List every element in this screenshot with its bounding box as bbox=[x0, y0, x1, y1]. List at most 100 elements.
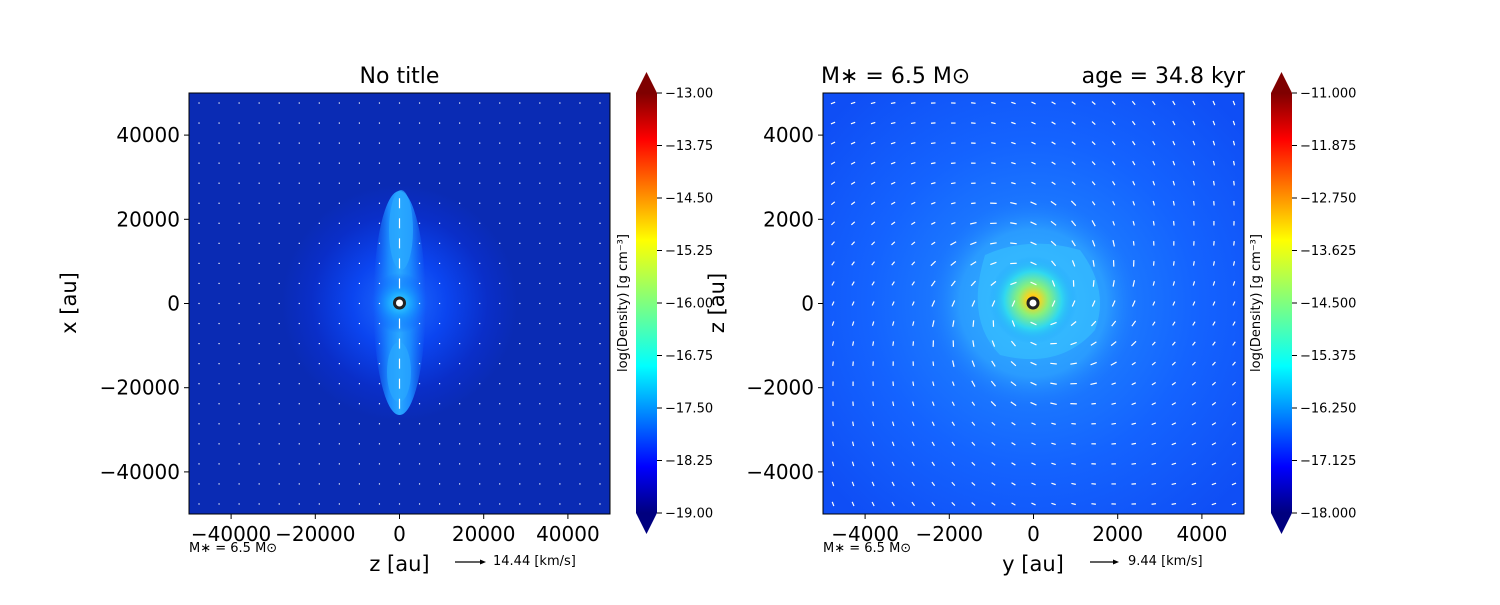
quiver-key: 9.44 [km/s] bbox=[1090, 554, 1203, 569]
colorbar-label: log(Density) [g cm⁻³] bbox=[616, 234, 631, 372]
x-tick-label: 4000 bbox=[1176, 522, 1227, 546]
quiver-key: 14.44 [km/s] bbox=[455, 554, 576, 569]
velocity-arrow bbox=[1152, 484, 1156, 485]
y-tick-label: 40000 bbox=[116, 123, 180, 147]
colorbar-tick-label: −14.50 bbox=[665, 192, 713, 207]
velocity-arrow bbox=[1091, 403, 1095, 404]
x-axis-label: y [au] bbox=[1002, 552, 1064, 576]
velocity-arrow bbox=[833, 442, 834, 446]
velocity-arrow bbox=[1133, 241, 1134, 245]
colorbar-tick-label: −13.00 bbox=[665, 87, 713, 102]
colorbar-tick-label: −19.00 bbox=[665, 507, 713, 522]
y-tick-label: 4000 bbox=[763, 123, 814, 147]
velocity-arrow bbox=[1091, 504, 1095, 505]
colorbar-tick-label: −15.375 bbox=[1300, 349, 1356, 364]
x-tick-label: 40000 bbox=[536, 522, 600, 546]
colorbar-tick-label: −15.25 bbox=[665, 244, 713, 259]
colorbar-tick-label: −13.75 bbox=[665, 139, 713, 154]
velocity-arrow bbox=[893, 341, 894, 345]
y-tick-label: 20000 bbox=[116, 207, 180, 231]
outflow-lower bbox=[387, 342, 411, 402]
y-axis-label: z [au] bbox=[705, 273, 729, 333]
velocity-arrow bbox=[873, 402, 874, 406]
colorbar-extend-max bbox=[1271, 72, 1292, 93]
velocity-arrow bbox=[971, 103, 975, 104]
colorbar-extend-max bbox=[636, 72, 657, 93]
velocity-arrow bbox=[1234, 181, 1235, 185]
velocity-arrow bbox=[1193, 261, 1194, 265]
velocity-arrow bbox=[1071, 444, 1075, 445]
x-tick-label: 2000 bbox=[1092, 522, 1143, 546]
x-tick-label: −20000 bbox=[275, 522, 355, 546]
colorbar-tick-label: −17.125 bbox=[1300, 454, 1356, 469]
panel-title-right: age = 34.8 kyr bbox=[1082, 64, 1246, 89]
colorbar-tick-label: −18.000 bbox=[1300, 507, 1356, 522]
velocity-arrow bbox=[1174, 261, 1175, 265]
velocity-arrow bbox=[973, 320, 974, 326]
colorbar-extend-min bbox=[1271, 513, 1292, 534]
y-tick-label: −40000 bbox=[100, 460, 180, 484]
quiver-key-arrowhead bbox=[1113, 560, 1119, 565]
colorbar-tick-label: −11.875 bbox=[1300, 139, 1356, 154]
x-tick-label: −2000 bbox=[915, 522, 983, 546]
velocity-arrow bbox=[951, 183, 955, 184]
velocity-arrow bbox=[1071, 463, 1075, 464]
x-tick-label: 0 bbox=[1027, 522, 1040, 546]
velocity-arrow bbox=[913, 381, 914, 385]
velocity-arrow bbox=[911, 103, 915, 104]
colorbar-label: log(Density) [g cm⁻³] bbox=[1249, 234, 1264, 372]
velocity-arrow bbox=[891, 103, 895, 104]
outflow-upper bbox=[389, 190, 413, 270]
colorbar-left: −13.00−13.75−14.50−15.25−16.00−16.75−17.… bbox=[616, 72, 713, 534]
sink-particle bbox=[395, 298, 405, 308]
colorbar-extend-min bbox=[636, 513, 657, 534]
panel-title: No title bbox=[360, 64, 440, 89]
colorbar-tick-label: −16.250 bbox=[1300, 402, 1356, 417]
velocity-arrow bbox=[933, 361, 934, 365]
velocity-arrow bbox=[1234, 241, 1235, 245]
colorbar-tick-label: −18.25 bbox=[665, 454, 713, 469]
quiver-key-label: 9.44 [km/s] bbox=[1128, 554, 1203, 569]
velocity-arrow bbox=[1152, 504, 1156, 505]
velocity-arrow bbox=[931, 143, 935, 144]
velocity-arrow bbox=[1093, 280, 1094, 286]
velocity-arrow bbox=[1132, 464, 1136, 465]
colorbar-tick-label: −11.000 bbox=[1300, 87, 1356, 102]
y-tick-label: −2000 bbox=[746, 376, 814, 400]
colorbar-gradient bbox=[636, 93, 657, 513]
y-tick-label: 0 bbox=[167, 292, 180, 316]
colorbar-tick-label: −14.500 bbox=[1300, 297, 1356, 312]
x-axis-label: z [au] bbox=[369, 552, 429, 576]
velocity-arrow bbox=[1194, 201, 1195, 205]
velocity-arrow bbox=[833, 422, 834, 426]
colorbar-tick-label: −13.625 bbox=[1300, 244, 1356, 259]
y-tick-label: 2000 bbox=[763, 207, 814, 231]
x-tick-label: 0 bbox=[393, 522, 406, 546]
mass-annotation: M∗ = 6.5 M⊙ bbox=[189, 541, 277, 556]
velocity-arrow bbox=[971, 203, 975, 204]
velocity-arrow bbox=[1111, 423, 1115, 424]
velocity-arrow bbox=[1153, 221, 1154, 225]
velocity-arrow bbox=[991, 143, 995, 144]
colorbar-tick-label: −16.75 bbox=[665, 349, 713, 364]
colorbar-gradient bbox=[1271, 93, 1292, 513]
x-tick-label: 20000 bbox=[452, 522, 516, 546]
y-tick-label: −4000 bbox=[746, 460, 814, 484]
y-axis-label: x [au] bbox=[57, 272, 81, 334]
colorbar-tick-label: −12.750 bbox=[1300, 192, 1356, 207]
velocity-arrow bbox=[1234, 161, 1235, 165]
mass-annotation: M∗ = 6.5 M⊙ bbox=[823, 541, 911, 556]
velocity-arrow bbox=[1050, 363, 1056, 364]
velocity-arrow bbox=[1214, 181, 1215, 185]
y-tick-label: 0 bbox=[801, 292, 814, 316]
y-tick-label: −20000 bbox=[100, 376, 180, 400]
quiver-key-label: 14.44 [km/s] bbox=[493, 554, 576, 569]
velocity-arrow bbox=[911, 123, 915, 124]
velocity-arrow bbox=[1172, 504, 1176, 505]
velocity-arrow bbox=[991, 163, 995, 164]
colorbar-ticks: −11.000 −11.875 −12.750 −13.625 −14.500 −15.3… bbox=[1292, 87, 1356, 522]
panel-title-left: M∗ = 6.5 M⊙ bbox=[821, 64, 970, 89]
colorbar-tick-label: −17.50 bbox=[665, 402, 713, 417]
